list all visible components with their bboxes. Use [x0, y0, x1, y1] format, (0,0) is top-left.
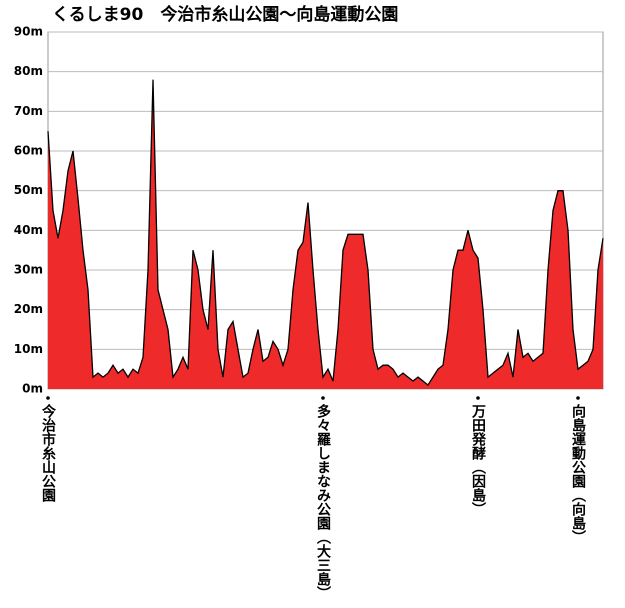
x-tick-label: 多々羅しまなみ公園（大三島）: [315, 403, 332, 600]
y-tick-label: 20m: [14, 302, 43, 316]
y-tick-label: 30m: [14, 263, 43, 277]
y-tick-label: 50m: [14, 183, 43, 197]
plot-area: [47, 31, 604, 390]
y-tick-label: 80m: [14, 64, 43, 78]
y-tick-label: 70m: [14, 104, 43, 118]
y-tick-label: 10m: [14, 342, 43, 356]
y-tick-label: 40m: [14, 223, 43, 237]
x-tick-dot: [46, 396, 50, 400]
x-tick-dot: [321, 396, 325, 400]
elevation-area: [48, 79, 603, 389]
y-tick-label: 90m: [14, 25, 43, 39]
chart-title: くるしま90 今治市糸山公園～向島運動公園: [52, 4, 398, 25]
y-tick-label: 0m: [22, 382, 43, 396]
x-tick-label: 今治市糸山公園: [40, 403, 57, 503]
y-tick-label: 60m: [14, 144, 43, 158]
x-tick-dot: [576, 396, 580, 400]
x-tick-label: 万田発酵（因島）: [470, 404, 487, 516]
x-tick-label: 向島運動公園（向島）: [570, 403, 587, 544]
elevation-line: [47, 79, 604, 386]
x-tick-dot: [476, 396, 480, 400]
